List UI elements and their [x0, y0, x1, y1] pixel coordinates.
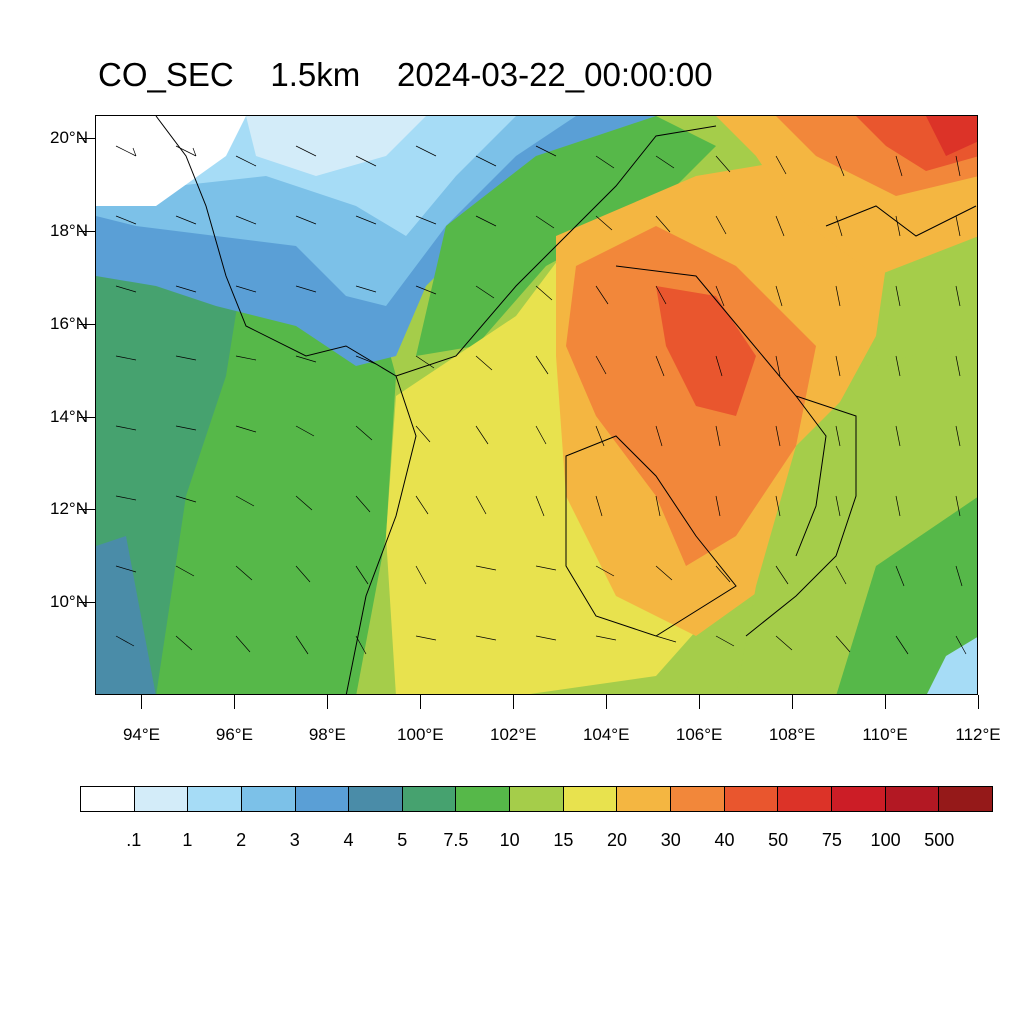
- lon-tick-label: 110°E: [862, 725, 908, 744]
- lon-tick: [234, 695, 236, 709]
- lon-tick: [513, 695, 515, 709]
- lon-tick: [327, 695, 329, 709]
- field-sw-blue: [96, 536, 156, 694]
- title-time: 2024-03-22_00:00:00: [396, 56, 713, 93]
- lon-tick: [420, 695, 422, 709]
- colorbar-swatch: [134, 787, 189, 811]
- lon-tick: [885, 695, 887, 709]
- lon-tick-label: 108°E: [768, 725, 816, 744]
- lon-tick: [978, 695, 979, 709]
- field-se-green: [836, 497, 977, 694]
- field-ne-darkred: [926, 116, 977, 156]
- lat-tick: [79, 416, 95, 418]
- colorbar-label: 75: [821, 830, 842, 850]
- lat-tick: [79, 231, 95, 232]
- coastline-west: [155, 116, 417, 694]
- colorbar-label: 1: [182, 830, 193, 850]
- lat-tick-label: 16°N: [50, 313, 88, 333]
- lat-tick-label: 12°N: [50, 499, 88, 519]
- colorbar-label: 50: [768, 830, 789, 850]
- colorbar-swatch: [510, 787, 564, 811]
- lon-tick-label: 102°E: [489, 725, 537, 744]
- field-nw-white: [96, 116, 246, 206]
- coastline-vietnam: [745, 395, 857, 637]
- colorbar-swatch: [295, 787, 350, 811]
- lon-tick-label: 94°E: [122, 725, 160, 744]
- lon-tick-label: 112°E: [955, 725, 1001, 744]
- colorbar-swatch: [188, 787, 242, 811]
- colorbar-swatch: [778, 787, 832, 811]
- lat-tick-label: 10°N: [50, 592, 88, 612]
- wind-barbs: [115, 145, 967, 655]
- lon-tick-label: 100°E: [397, 725, 444, 744]
- colorbar-swatch: [81, 787, 135, 811]
- lon-tick-label: 104°E: [582, 725, 630, 744]
- colorbar-label: 40: [714, 830, 735, 850]
- colorbar-swatch: [563, 787, 618, 811]
- colorbar-label: 5: [397, 830, 408, 850]
- colorbar-swatch: [885, 787, 940, 811]
- colorbar-label: .1: [126, 830, 142, 850]
- colorbar-swatch: [939, 787, 992, 811]
- colorbar-swatch: [831, 787, 886, 811]
- colorbar-label: 10: [499, 830, 520, 850]
- colorbar-swatch: [402, 787, 457, 811]
- lat-tick: [79, 602, 95, 604]
- colorbar-label: 3: [289, 830, 300, 850]
- border-cambodia: [565, 435, 737, 637]
- lon-tick: [699, 695, 701, 709]
- lat-tick: [79, 323, 95, 325]
- colorbar-swatch: [456, 787, 511, 811]
- colorbar-swatch: [724, 787, 779, 811]
- colorbar-label: 7.5: [443, 830, 469, 850]
- concentration-field: [96, 116, 977, 694]
- colorbar-label: 4: [343, 830, 354, 850]
- map-panel: [95, 115, 978, 695]
- lon-tick-label: 98°E: [308, 725, 346, 744]
- colorbar-label: 500: [924, 830, 955, 850]
- colorbar-label: 100: [870, 830, 901, 850]
- coastline-china: [825, 205, 977, 237]
- colorbar-swatch: [349, 787, 403, 811]
- field-north-palest: [246, 116, 426, 176]
- colorbar-label: 20: [607, 830, 628, 850]
- lon-tick-label: 96°E: [215, 725, 253, 744]
- colorbar-swatch: [617, 787, 672, 811]
- lat-tick: [79, 138, 95, 140]
- colorbar-label: 2: [236, 830, 247, 850]
- colorbar-label: 30: [660, 830, 681, 850]
- lon-tick: [606, 695, 608, 709]
- lat-tick: [79, 509, 95, 511]
- lon-tick: [141, 695, 143, 709]
- lat-tick-label: 20°N: [50, 128, 88, 148]
- title-level: 1.5km: [270, 56, 361, 93]
- title-variable: CO_SEC: [98, 56, 234, 93]
- lat-tick-label: 14°N: [50, 406, 88, 426]
- lon-tick: [792, 695, 794, 709]
- colorbar-swatch: [241, 787, 296, 811]
- colorbar: [80, 786, 993, 812]
- colorbar-label: 15: [553, 830, 574, 850]
- lat-tick-label: 18°N: [50, 221, 88, 240]
- plot-title: CO_SEC 1.5km 2024-03-22_00:00:00: [98, 56, 713, 94]
- colorbar-swatch: [671, 787, 725, 811]
- border-north: [395, 125, 717, 377]
- lon-tick-label: 106°E: [675, 725, 723, 744]
